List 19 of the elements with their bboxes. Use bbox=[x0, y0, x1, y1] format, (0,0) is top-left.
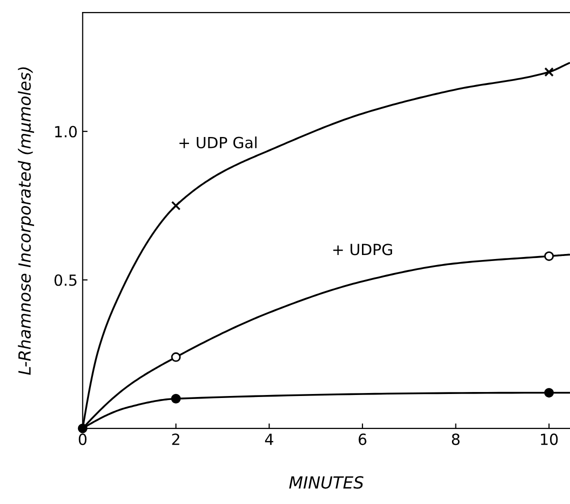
x-axis-title: MINUTES bbox=[289, 476, 364, 489]
x-tick-label: 4 bbox=[265, 434, 274, 445]
series-label: + UDPG bbox=[333, 244, 392, 256]
y-axis-title: L-Rhamnose Incorporated (mμmoles) bbox=[18, 67, 34, 375]
x-tick-label: 6 bbox=[358, 434, 366, 446]
point bbox=[78, 424, 88, 434]
point bbox=[171, 394, 181, 404]
point bbox=[544, 388, 554, 398]
x-tick-label: 8 bbox=[452, 434, 460, 446]
point bbox=[544, 67, 554, 77]
series-label: + UDP Gal bbox=[179, 136, 257, 148]
x-tick-label: 0 bbox=[78, 434, 86, 446]
point bbox=[171, 200, 181, 210]
y-tick-label: 1.0 bbox=[55, 126, 77, 138]
x-tick-label: 10 bbox=[540, 434, 558, 446]
x-tick-label: 2 bbox=[172, 434, 180, 445]
point bbox=[171, 352, 181, 362]
point bbox=[544, 251, 554, 261]
y-tick-label: 0.5 bbox=[54, 274, 76, 286]
